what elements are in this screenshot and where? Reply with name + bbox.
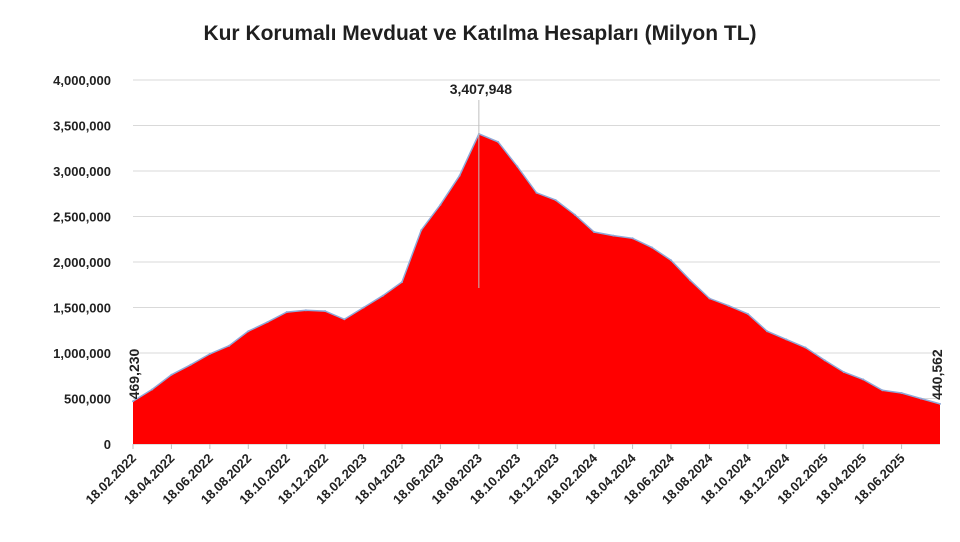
data-point xyxy=(670,259,672,262)
y-tick-label: 2,000,000 xyxy=(53,255,111,270)
data-point xyxy=(535,191,538,194)
data-point xyxy=(132,400,134,403)
data-point xyxy=(324,310,327,313)
y-tick-label: 4,000,000 xyxy=(53,73,111,88)
y-tick-label: 0 xyxy=(104,437,111,452)
data-point xyxy=(362,306,365,309)
data-point xyxy=(439,203,442,206)
y-tick-label: 500,000 xyxy=(64,392,111,407)
data-point xyxy=(189,363,192,366)
data-point xyxy=(170,373,173,376)
end-value-label: 440,562 xyxy=(929,349,945,400)
data-point xyxy=(785,338,788,341)
data-point xyxy=(631,237,634,240)
data-point xyxy=(650,246,653,249)
data-point xyxy=(919,397,922,400)
data-point xyxy=(727,304,730,307)
data-point xyxy=(900,392,903,394)
data-point xyxy=(420,229,423,232)
data-point xyxy=(458,174,461,177)
data-point xyxy=(208,352,211,355)
data-point xyxy=(862,378,865,381)
data-point xyxy=(343,318,346,321)
data-point xyxy=(554,199,557,202)
data-point xyxy=(381,294,384,297)
data-point xyxy=(266,321,269,324)
y-tick-label: 3,500,000 xyxy=(53,119,111,134)
data-point xyxy=(151,388,154,391)
y-tick-label: 1,500,000 xyxy=(53,301,111,316)
peak-value-label: 3,407,948 xyxy=(450,81,512,97)
data-point xyxy=(939,402,941,405)
data-point xyxy=(823,359,826,362)
data-point xyxy=(285,311,288,314)
data-point xyxy=(766,330,769,333)
data-point xyxy=(612,234,615,237)
chart-title: Kur Korumalı Mevduat ve Katılma Hesaplar… xyxy=(203,22,757,45)
data-point xyxy=(228,344,231,347)
data-point xyxy=(708,297,711,300)
start-value-label: 469,230 xyxy=(126,348,142,399)
data-point xyxy=(593,231,596,233)
data-point xyxy=(881,389,884,392)
y-tick-label: 2,500,000 xyxy=(53,210,111,225)
data-point xyxy=(497,140,500,143)
y-tick-label: 3,000,000 xyxy=(53,164,111,179)
data-point xyxy=(247,330,250,333)
data-point xyxy=(746,312,749,315)
y-tick-label: 1,000,000 xyxy=(53,346,111,361)
data-point xyxy=(842,371,845,374)
data-point xyxy=(516,165,519,168)
data-point xyxy=(304,309,307,312)
data-point xyxy=(401,281,403,283)
data-point xyxy=(573,213,576,216)
area-series xyxy=(133,133,940,444)
data-point xyxy=(804,346,807,349)
data-point xyxy=(689,279,692,282)
